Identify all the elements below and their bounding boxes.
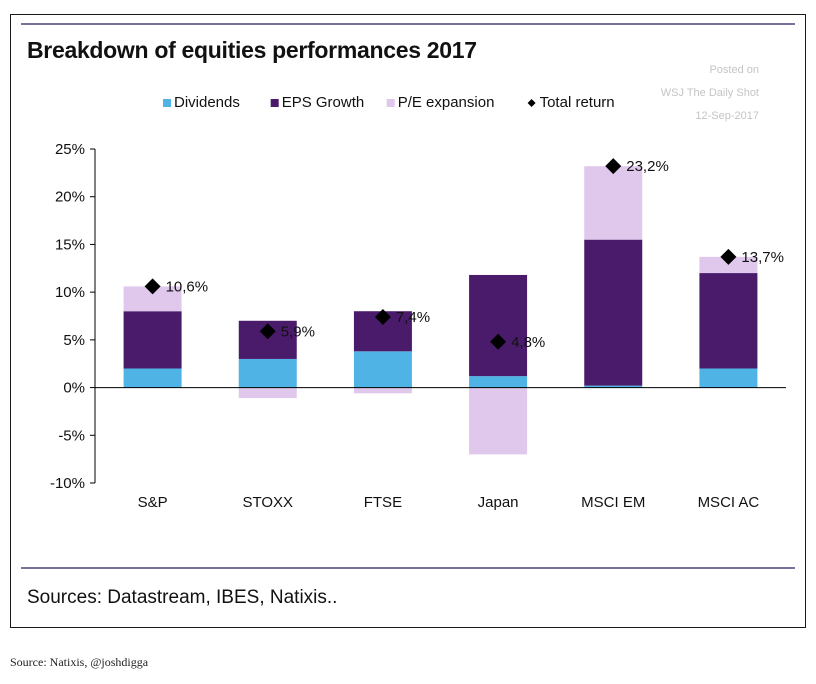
watermark: Posted on WSJ The Daily Shot 12-Sep-2017 xyxy=(661,59,759,128)
chart-svg: 25% 20% 15% 10% 5% 0% -5% -10% S&P STOXX FTSE Japan… xyxy=(50,94,786,511)
bar-eps-growth xyxy=(584,239,643,386)
legend-label: P/E expansion xyxy=(398,94,495,111)
total-return-marker xyxy=(720,248,737,265)
total-return-label: 7,4% xyxy=(396,309,430,326)
watermark-line3: 12-Sep-2017 xyxy=(695,110,759,122)
total-return-label: 5,9% xyxy=(281,323,315,340)
total-return-marker xyxy=(490,333,507,350)
total-return-marker xyxy=(374,308,391,325)
y-tick-label: 5% xyxy=(63,332,85,349)
bar-dividends xyxy=(123,368,182,388)
watermark-line2: WSJ The Daily Shot xyxy=(660,87,759,99)
bar-dividends xyxy=(353,351,412,388)
y-tick-label: 20% xyxy=(55,189,85,206)
y-tick-label: 25% xyxy=(55,141,85,158)
bar-dividends xyxy=(469,376,528,388)
legend-swatch xyxy=(386,99,395,107)
x-tick-label: FTSE xyxy=(364,494,402,511)
y-tick-label: 10% xyxy=(55,284,85,301)
bar-p-e-expansion xyxy=(699,256,758,274)
x-tick-label: STOXX xyxy=(242,494,293,511)
bar-p-e-expansion xyxy=(584,166,643,240)
bar-eps-growth xyxy=(469,274,528,377)
chart-frame: Breakdown of equities performances 2017 … xyxy=(10,14,806,628)
bar-p-e-expansion xyxy=(353,387,412,394)
sources-note: Sources: Datastream, IBES, Natixis.. xyxy=(27,587,338,608)
legend-swatch xyxy=(163,99,171,107)
top-divider xyxy=(21,23,795,25)
x-tick-label: S&P xyxy=(138,494,168,511)
legend-label: Total return xyxy=(540,94,615,111)
total-return-marker xyxy=(144,278,161,295)
total-return-marker xyxy=(259,323,276,340)
y-tick-label: -10% xyxy=(50,475,85,492)
bar-eps-growth xyxy=(123,311,182,369)
legend-swatch-total-return xyxy=(527,99,536,107)
legend-label: Dividends xyxy=(174,94,240,111)
legend-label: EPS Growth xyxy=(282,94,365,111)
x-tick-label: MSCI AC xyxy=(698,494,760,511)
total-return-label: 23,2% xyxy=(626,158,669,175)
total-return-label: 4,8% xyxy=(511,334,545,351)
bar-p-e-expansion xyxy=(238,387,297,399)
chart-title: Breakdown of equities performances 2017 xyxy=(27,37,477,63)
bar-dividends xyxy=(699,368,758,388)
x-tick-label: MSCI EM xyxy=(581,494,645,511)
bar-dividends xyxy=(238,358,297,388)
bar-p-e-expansion xyxy=(469,387,528,455)
bottom-divider xyxy=(21,567,795,569)
total-return-label: 13,7% xyxy=(741,249,784,266)
watermark-line1: Posted on xyxy=(709,64,759,76)
total-return-marker xyxy=(605,158,622,175)
y-tick-label: 0% xyxy=(63,380,85,397)
legend-swatch xyxy=(270,99,279,107)
bar-eps-growth xyxy=(699,273,758,369)
y-tick-label: -5% xyxy=(58,427,85,444)
image-caption: Source: Natixis, @joshdigga xyxy=(10,655,149,669)
total-return-label: 10,6% xyxy=(166,278,209,295)
bar-dividends xyxy=(584,385,643,388)
y-tick-label: 15% xyxy=(55,236,85,253)
x-tick-label: Japan xyxy=(478,494,519,511)
